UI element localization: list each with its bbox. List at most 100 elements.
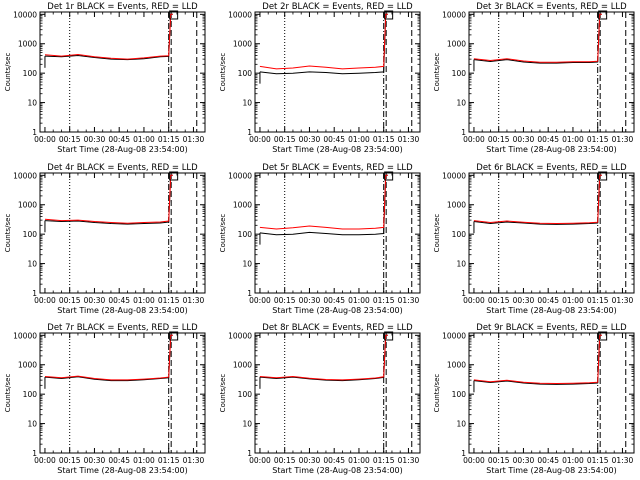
x-tick-label: 01:15 <box>587 296 609 305</box>
y-tick-label: 10000 <box>13 331 37 340</box>
x-tick-label: 01:00 <box>133 456 155 465</box>
x-tick-label: 00:45 <box>108 456 130 465</box>
y-tick-label: 1000 <box>233 40 252 49</box>
y-tick-label: 10 <box>242 420 252 429</box>
x-tick-label: 00:45 <box>323 456 345 465</box>
plot-frame <box>468 172 635 294</box>
x-axis-label: Start Time (28-Aug-08 23:54:00) <box>57 306 188 315</box>
x-tick-label: 00:00 <box>249 135 271 144</box>
detector-panel: Det 8r BLACK = Events, RED = LLD 1 10 100 10… <box>219 323 421 475</box>
x-tick-label: 00:45 <box>108 135 130 144</box>
y-tick-label: 10 <box>27 99 37 108</box>
x-tick-label: 00:00 <box>463 456 485 465</box>
plot-frame <box>39 172 206 294</box>
x-tick-label: 00:45 <box>537 135 559 144</box>
y-tick-label: 1000 <box>447 201 466 210</box>
x-axis-label: Start Time (28-Aug-08 23:54:00) <box>57 145 188 154</box>
x-tick-label: 01:00 <box>348 296 370 305</box>
detector-panel: Det 4r BLACK = Events, RED = LLD 1 10 100 10… <box>4 163 206 315</box>
x-tick-label: 01:15 <box>587 135 609 144</box>
x-tick-label: 01:15 <box>373 296 395 305</box>
x-axis-label: Start Time (28-Aug-08 23:54:00) <box>486 466 617 475</box>
marker-box <box>169 10 179 20</box>
y-tick-label: 100 <box>23 230 38 239</box>
y-tick-label: 10000 <box>228 331 252 340</box>
x-axis-label: Start Time (28-Aug-08 23:54:00) <box>272 306 403 315</box>
x-tick-label: 00:30 <box>84 296 106 305</box>
detector-panel: Det 1r BLACK = Events, RED = LLD 1 10 100 10… <box>4 2 206 154</box>
x-tick-label: 00:30 <box>299 456 321 465</box>
x-tick-label: 01:30 <box>398 456 420 465</box>
y-tick-label: 1000 <box>233 361 252 370</box>
x-tick-label: 00:30 <box>299 135 321 144</box>
x-tick-label: 01:15 <box>158 296 180 305</box>
panel-title: Det 8r BLACK = Events, RED = LLD <box>262 323 413 333</box>
y-tick-label: 10000 <box>228 10 252 19</box>
x-tick-label: 00:30 <box>513 456 535 465</box>
marker-box <box>598 331 608 341</box>
y-tick-label: 10 <box>27 260 37 269</box>
x-tick-label: 00:30 <box>84 135 106 144</box>
x-tick-label: 00:30 <box>513 296 535 305</box>
detector-panel: Det 7r BLACK = Events, RED = LLD 1 10 100 10… <box>4 323 206 475</box>
y-tick-label: 100 <box>452 230 467 239</box>
panel-title: Det 6r BLACK = Events, RED = LLD <box>476 163 627 173</box>
x-tick-label: 01:00 <box>562 456 584 465</box>
x-tick-label: 00:15 <box>488 135 510 144</box>
series-line-lld <box>44 334 173 381</box>
y-tick-label: 10 <box>456 99 466 108</box>
panel-title: Det 5r BLACK = Events, RED = LLD <box>262 163 413 173</box>
x-tick-label: 01:15 <box>373 456 395 465</box>
y-axis-label: Counts/sec <box>433 53 441 92</box>
y-axis-label: Counts/sec <box>433 214 441 253</box>
y-tick-label: 10000 <box>13 10 37 19</box>
y-tick-label: 100 <box>23 390 38 399</box>
x-tick-label: 00:00 <box>34 456 56 465</box>
y-tick-label: 1 <box>32 449 37 458</box>
y-tick-label: 1 <box>247 128 252 137</box>
x-tick-label: 01:00 <box>133 135 155 144</box>
x-axis-label: Start Time (28-Aug-08 23:54:00) <box>486 145 617 154</box>
x-tick-label: 00:45 <box>323 135 345 144</box>
x-tick-label: 01:00 <box>348 456 370 465</box>
x-axis-label: Start Time (28-Aug-08 23:54:00) <box>486 306 617 315</box>
y-axis-label: Counts/sec <box>4 214 12 253</box>
y-tick-label: 100 <box>23 69 38 78</box>
x-tick-label: 00:45 <box>323 296 345 305</box>
marker-box <box>384 171 394 181</box>
plot-frame <box>468 332 635 454</box>
series-line-lld <box>259 13 388 70</box>
marker-box <box>598 10 608 20</box>
y-tick-label: 1000 <box>447 361 466 370</box>
series-line-lld <box>473 334 602 385</box>
y-tick-label: 10 <box>27 420 37 429</box>
marker-box <box>384 10 394 20</box>
plot-frame <box>39 11 206 133</box>
x-tick-label: 00:00 <box>249 296 271 305</box>
x-tick-label: 01:30 <box>183 456 205 465</box>
y-tick-label: 1000 <box>18 361 37 370</box>
marker-box <box>169 171 179 181</box>
x-tick-label: 00:15 <box>274 296 296 305</box>
x-tick-label: 01:30 <box>183 135 205 144</box>
plot-frame <box>254 332 421 454</box>
y-axis-label: Counts/sec <box>4 374 12 413</box>
plot-frame <box>39 332 206 454</box>
x-tick-label: 01:15 <box>158 456 180 465</box>
y-tick-label: 10000 <box>228 171 252 180</box>
x-tick-label: 01:30 <box>612 135 634 144</box>
y-tick-label: 10 <box>242 99 252 108</box>
panel-title: Det 7r BLACK = Events, RED = LLD <box>47 323 198 333</box>
x-axis-label: Start Time (28-Aug-08 23:54:00) <box>272 466 403 475</box>
y-axis-label: Counts/sec <box>433 374 441 413</box>
x-tick-label: 01:00 <box>348 135 370 144</box>
panel-title: Det 2r BLACK = Events, RED = LLD <box>262 2 413 12</box>
series-line-lld <box>473 13 602 63</box>
x-tick-label: 00:15 <box>488 296 510 305</box>
y-tick-label: 10 <box>242 260 252 269</box>
x-tick-label: 01:00 <box>562 135 584 144</box>
x-tick-label: 00:15 <box>59 135 81 144</box>
y-tick-label: 10000 <box>442 10 466 19</box>
x-tick-label: 01:30 <box>183 296 205 305</box>
